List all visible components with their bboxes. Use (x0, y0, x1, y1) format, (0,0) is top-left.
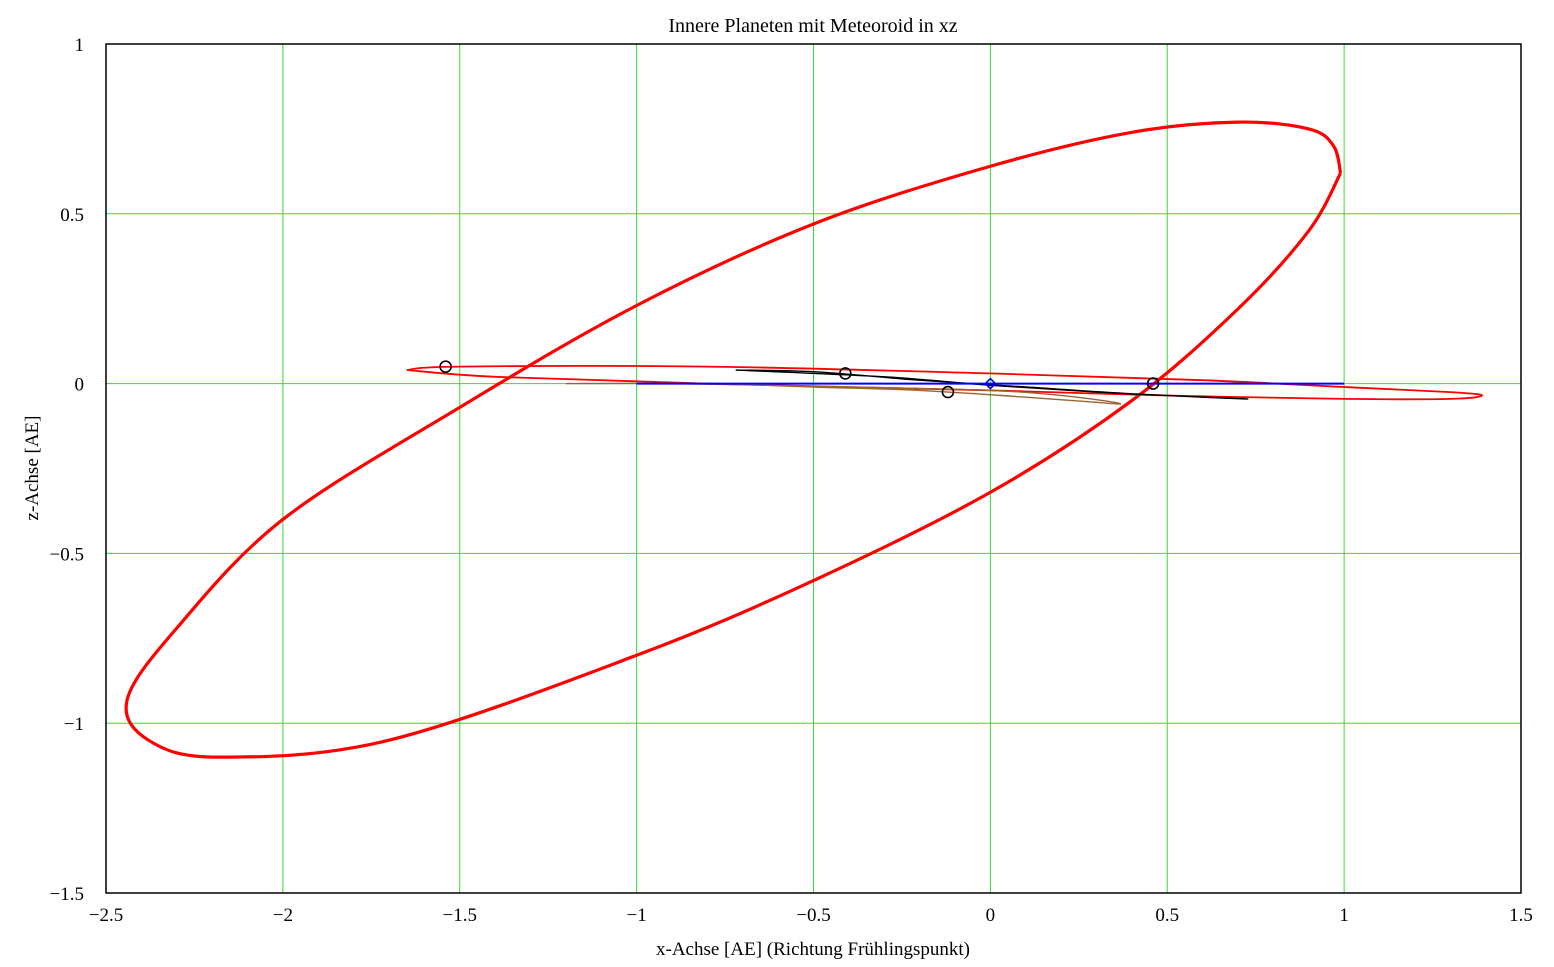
x-tick-label: 0 (986, 905, 996, 926)
x-tick-labels: −2.5 −2 −1.5 −1 −0.5 0 0.5 1 1.5 (89, 905, 1533, 926)
marker-point-0 (439, 360, 452, 373)
marker-point-3 (1146, 377, 1160, 390)
x-tick-label: 1 (1339, 905, 1349, 926)
marker-point-1 (839, 367, 852, 380)
x-tick-label: 0.5 (1155, 905, 1179, 926)
chart-title: Innere Planeten mit Meteoroid in xz (668, 15, 957, 37)
series-layer (124, 120, 1483, 759)
x-tick-label: −0.5 (796, 905, 830, 926)
marker-layer (439, 360, 1160, 399)
orbit-series-3 (735, 369, 1249, 400)
plot-frame (105, 43, 1522, 894)
grid-lines (106, 44, 1521, 893)
y-tick-label: 1 (75, 35, 85, 56)
y-axis-label: z-Achse [AE] (22, 416, 43, 521)
x-tick-label: −1.5 (443, 905, 477, 926)
x-tick-label: −1 (627, 905, 647, 926)
x-tick-label: −2 (273, 905, 293, 926)
orbit-series-0 (124, 120, 1343, 759)
marker-point-4 (984, 377, 997, 390)
x-tick-label: −2.5 (89, 905, 123, 926)
x-axis-label: x-Achse [AE] (Richtung Frühlingspunkt) (656, 939, 970, 960)
y-tick-label: −0.5 (50, 544, 84, 565)
y-tick-label: 0 (75, 375, 85, 396)
orbit-series-2 (565, 382, 1122, 405)
x-tick-label: 1.5 (1509, 905, 1533, 926)
marker-point-2 (941, 385, 955, 399)
y-tick-label: −1.5 (50, 884, 84, 905)
y-tick-label: −1 (64, 714, 84, 735)
y-tick-labels: 1 0.5 0 −0.5 −1 −1.5 (50, 35, 84, 905)
y-tick-label: 0.5 (60, 205, 84, 226)
